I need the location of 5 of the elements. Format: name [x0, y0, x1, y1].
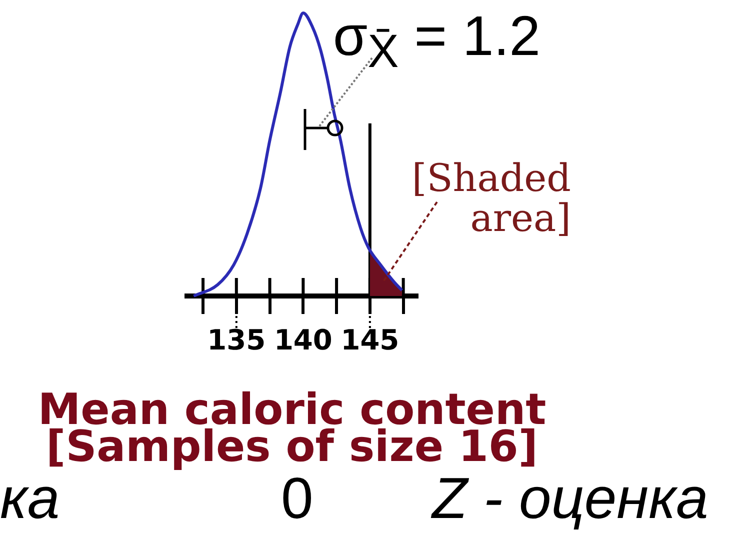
x-tick-label: 140 [274, 323, 332, 356]
x-tick-label: 135 [207, 323, 266, 356]
x-tick-label: 145 [340, 323, 400, 356]
annotation: σ$_{X̄}$ = 1.2 [333, 4, 540, 78]
annotation: [Shaded area] [410, 156, 571, 240]
